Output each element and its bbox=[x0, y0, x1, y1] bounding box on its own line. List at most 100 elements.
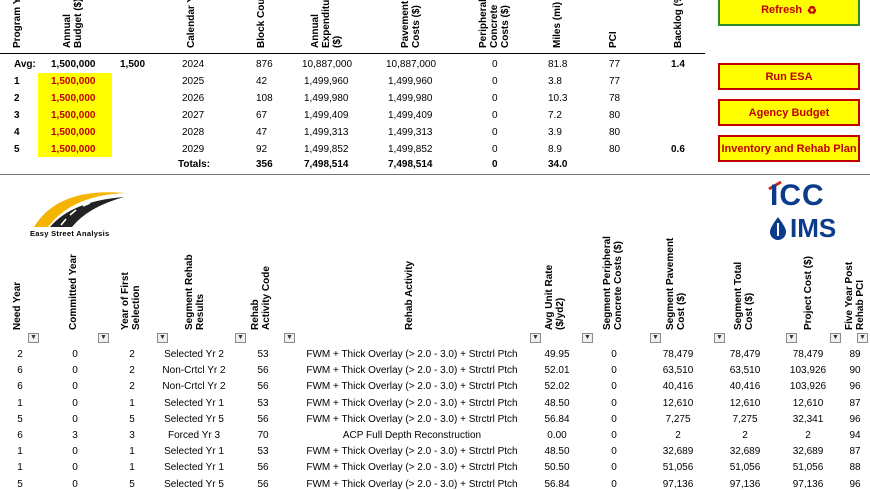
year-row-pci: 80 bbox=[609, 127, 620, 138]
cell-five-year-pci: 94 bbox=[735, 430, 870, 441]
year-row-peripheral: 0 bbox=[492, 110, 498, 121]
avg-expenditure: 10,887,000 bbox=[302, 59, 352, 70]
year-row-expenditure: 1,499,409 bbox=[304, 110, 349, 121]
header-pci: PCI bbox=[608, 2, 619, 48]
year-row-block-count: 67 bbox=[256, 110, 267, 121]
year-row-pavement: 1,499,980 bbox=[388, 93, 433, 104]
totals-blocks: 356 bbox=[256, 159, 273, 170]
col-seg-total: Segment Total Cost ($) bbox=[733, 258, 757, 330]
col-segment-rehab-results: Segment Rehab Results bbox=[184, 252, 208, 330]
col-seg-peripheral: Segment Peripheral Concrete Costs ($) bbox=[602, 234, 626, 330]
year-row-calendar-year: 2028 bbox=[182, 127, 204, 138]
recycle-icon: ♻ bbox=[807, 4, 817, 17]
avg-label: Avg: bbox=[14, 59, 36, 70]
col-avg-unit-rate: Avg Unit Rate ($/yd2) bbox=[544, 262, 568, 330]
year-row-budget[interactable]: 1,500,000 bbox=[51, 76, 96, 87]
year-row-expenditure: 1,499,960 bbox=[304, 76, 349, 87]
year-row-pavement: 1,499,313 bbox=[388, 127, 433, 138]
year-row-program-year: 4 bbox=[14, 127, 20, 138]
year-row-budget[interactable]: 1,500,000 bbox=[51, 93, 96, 104]
icc-ims-logo: ICC IMS bbox=[766, 180, 850, 246]
col-five-year-pci: Five Year Post Rehab PCI bbox=[844, 252, 868, 330]
year-row-calendar-year: 2026 bbox=[182, 93, 204, 104]
year-row-miles: 3.8 bbox=[548, 76, 562, 87]
cell-five-year-pci: 90 bbox=[735, 365, 870, 376]
filter-need-year[interactable]: ▼ bbox=[28, 333, 39, 343]
cell-five-year-pci: 96 bbox=[735, 381, 870, 392]
col-project-cost: Project Cost ($) bbox=[803, 256, 814, 330]
droplet-icon bbox=[768, 216, 788, 240]
year-row-expenditure: 1,499,852 bbox=[304, 144, 349, 155]
filter-project-cost[interactable]: ▼ bbox=[830, 333, 841, 343]
avg-peripheral: 0 bbox=[492, 59, 498, 70]
year-row-program-year: 2 bbox=[14, 93, 20, 104]
year-row-miles: 3.9 bbox=[548, 127, 562, 138]
year-row-budget[interactable]: 1,500,000 bbox=[51, 127, 96, 138]
cell-five-year-pci: 96 bbox=[735, 414, 870, 425]
filter-seg-total[interactable]: ▼ bbox=[786, 333, 797, 343]
cell-five-year-pci: 96 bbox=[735, 479, 870, 490]
col-first-selection: Year of First Selection bbox=[120, 262, 144, 330]
icc-text: ICC bbox=[770, 180, 825, 212]
easy-street-text: Easy Street Analysis bbox=[30, 229, 110, 238]
avg-pci: 77 bbox=[609, 59, 620, 70]
avg-pavement: 10,887,000 bbox=[386, 59, 436, 70]
totals-expenditure: 7,498,514 bbox=[304, 159, 349, 170]
year-row-calendar-year: 2025 bbox=[182, 76, 204, 87]
totals-miles: 34.0 bbox=[548, 159, 567, 170]
totals-label: Totals: bbox=[178, 159, 210, 170]
filter-committed-year[interactable]: ▼ bbox=[98, 333, 109, 343]
col-rehab-activity: Rehab Activity bbox=[404, 262, 415, 330]
header-program-year: Program Year bbox=[12, 0, 23, 48]
year-row-peripheral: 0 bbox=[492, 127, 498, 138]
cell-five-year-pci: 89 bbox=[735, 349, 870, 360]
run-esa-button[interactable]: Run ESA bbox=[718, 63, 860, 90]
avg-backlog: 1.4 bbox=[671, 59, 685, 70]
year-row-pavement: 1,499,852 bbox=[388, 144, 433, 155]
col-seg-pavement: Segment Pavement Cost ($) bbox=[665, 236, 689, 330]
year-row-calendar-year: 2029 bbox=[182, 144, 204, 155]
section-divider bbox=[0, 174, 870, 175]
year-row-miles: 8.9 bbox=[548, 144, 562, 155]
col-committed-year: Committed Year bbox=[68, 250, 79, 330]
header-block-count: Block Count bbox=[256, 0, 267, 48]
year-row-budget[interactable]: 1,500,000 bbox=[51, 110, 96, 121]
year-row-peripheral: 0 bbox=[492, 93, 498, 104]
year-row-pci: 80 bbox=[609, 144, 620, 155]
agency-budget-button[interactable]: Agency Budget bbox=[718, 99, 860, 126]
header-calendar-year: Calendar Year bbox=[186, 0, 197, 48]
road-logo-icon bbox=[28, 183, 128, 231]
year-row-pavement: 1,499,409 bbox=[388, 110, 433, 121]
avg-miles: 81.8 bbox=[548, 59, 567, 70]
filter-seg-peripheral[interactable]: ▼ bbox=[650, 333, 661, 343]
year-row-block-count: 108 bbox=[256, 93, 273, 104]
year-row-pavement: 1,499,960 bbox=[388, 76, 433, 87]
filter-rehab-activity-code[interactable]: ▼ bbox=[284, 333, 295, 343]
filter-rehab-activity[interactable]: ▼ bbox=[530, 333, 541, 343]
year-row-budget[interactable]: 1,500,000 bbox=[51, 144, 96, 155]
year-row-backlog: 0.6 bbox=[671, 144, 685, 155]
filter-first-selection[interactable]: ▼ bbox=[157, 333, 168, 343]
inventory-rehab-plan-button[interactable]: Inventory and Rehab Plan bbox=[718, 135, 860, 162]
filter-seg-pavement[interactable]: ▼ bbox=[714, 333, 725, 343]
header-annual-budget: Annual Budget ($) bbox=[62, 0, 86, 48]
year-row-program-year: 5 bbox=[14, 144, 20, 155]
cell-five-year-pci: 87 bbox=[735, 398, 870, 409]
col-rehab-activity-code: Rehab Activity Code bbox=[250, 262, 274, 330]
filter-five-year-pci[interactable]: ▼ bbox=[857, 333, 868, 343]
totals-pavement: 7,498,514 bbox=[388, 159, 433, 170]
filter-segment-rehab-results[interactable]: ▼ bbox=[235, 333, 246, 343]
refresh-button[interactable]: Refresh ♻ bbox=[718, 0, 860, 26]
easy-street-logo: Easy Street Analysis bbox=[28, 183, 128, 241]
filter-avg-unit-rate[interactable]: ▼ bbox=[582, 333, 593, 343]
year-row-calendar-year: 2027 bbox=[182, 110, 204, 121]
header-miles: Miles (mi) bbox=[552, 0, 563, 48]
year-row-program-year: 3 bbox=[14, 110, 20, 121]
year-row-miles: 10.3 bbox=[548, 93, 567, 104]
year-row-program-year: 1 bbox=[14, 76, 20, 87]
cell-five-year-pci: 87 bbox=[735, 446, 870, 457]
year-row-expenditure: 1,499,980 bbox=[304, 93, 349, 104]
ims-text: IMS bbox=[790, 214, 836, 242]
header-annual-expenditure: Annual Expenditure ($) bbox=[310, 0, 344, 48]
avg-extra: 1,500 bbox=[120, 59, 145, 70]
